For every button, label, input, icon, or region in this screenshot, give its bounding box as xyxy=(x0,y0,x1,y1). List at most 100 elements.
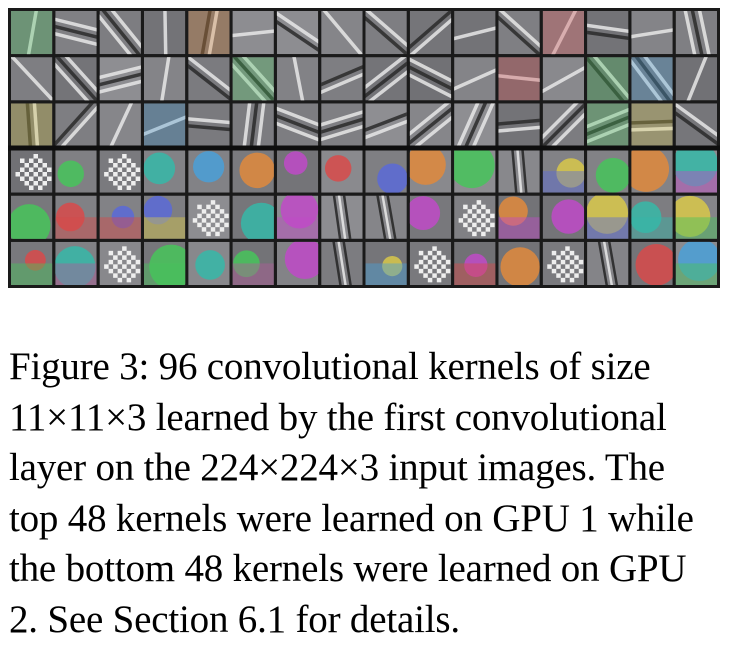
kernel-cell xyxy=(365,11,407,55)
caption-line-3: layer on the 224×224×3 input images. The xyxy=(9,446,665,489)
kernel-cell xyxy=(454,11,496,55)
kernel-cell xyxy=(232,149,274,193)
kernel-cell xyxy=(587,103,629,147)
kernel-cell xyxy=(321,57,363,101)
kernel-cell xyxy=(587,241,629,285)
kernel-cell xyxy=(542,149,585,193)
kernel-cell xyxy=(454,195,496,239)
kernel-cell xyxy=(631,241,673,285)
kernel-cell xyxy=(99,57,141,101)
caption-line-6: 2. See Section 6.1 for details. xyxy=(9,597,460,641)
caption-line-1: Figure 3: 96 convolutional kernels of si… xyxy=(9,345,651,388)
kernel-cell xyxy=(321,103,363,147)
kernel-cell xyxy=(321,241,363,285)
gpu-group-separator xyxy=(8,145,720,151)
kernel-cell xyxy=(587,195,629,239)
kernel-cell xyxy=(232,241,274,285)
kernel-cell xyxy=(631,195,673,239)
kernel-cell xyxy=(55,149,97,193)
kernel-cell xyxy=(55,195,97,239)
kernel-cell xyxy=(276,103,319,147)
kernel-cell xyxy=(365,149,407,193)
kernel-cell xyxy=(55,241,97,285)
kernel-cell xyxy=(188,195,230,239)
kernel-cell xyxy=(675,149,717,193)
kernel-cell xyxy=(276,11,319,55)
kernel-cell xyxy=(321,149,363,193)
kernel-cell xyxy=(276,241,319,285)
kernel-cell xyxy=(143,103,186,147)
kernel-cell xyxy=(232,103,274,147)
kernel-cell xyxy=(542,11,585,55)
kernel-cell xyxy=(143,241,186,285)
kernel-cell xyxy=(99,241,141,285)
kernel-cell xyxy=(188,241,230,285)
kernel-cell xyxy=(365,241,407,285)
kernel-cell xyxy=(232,11,274,55)
kernel-cell xyxy=(11,103,53,147)
kernel-cell xyxy=(143,149,186,193)
kernel-cell xyxy=(11,149,53,193)
kernel-cell xyxy=(365,195,407,239)
kernel-cell xyxy=(454,57,496,101)
kernel-cell xyxy=(11,195,53,239)
kernel-cell xyxy=(188,149,230,193)
kernel-cell xyxy=(498,57,540,101)
kernel-cell xyxy=(409,241,452,285)
kernel-cell xyxy=(11,11,53,55)
kernel-cell xyxy=(675,241,717,285)
kernel-cell xyxy=(55,103,97,147)
kernel-cell xyxy=(188,103,230,147)
kernel-cell xyxy=(542,241,585,285)
kernel-cell xyxy=(498,149,540,193)
caption-line-2: 11×11×3 learned by the first convolution… xyxy=(9,395,667,439)
kernel-cell xyxy=(365,103,407,147)
kernel-cell xyxy=(365,57,407,101)
kernel-cell xyxy=(276,149,319,193)
kernel-cell xyxy=(454,149,496,193)
kernel-cell xyxy=(188,57,230,101)
kernel-cell xyxy=(675,195,717,239)
kernel-cell xyxy=(99,103,141,147)
kernel-figure xyxy=(8,8,720,288)
kernel-cell xyxy=(675,103,717,147)
kernel-cell xyxy=(409,149,452,193)
kernel-cell xyxy=(498,103,540,147)
kernel-cell xyxy=(454,103,496,147)
kernel-cell xyxy=(99,149,141,193)
kernel-cell xyxy=(631,149,673,193)
kernel-cell xyxy=(587,149,629,193)
kernel-cell xyxy=(55,11,97,55)
kernel-cell xyxy=(675,11,717,55)
kernel-cell xyxy=(321,195,363,239)
kernel-cell xyxy=(454,241,496,285)
kernel-cell xyxy=(631,103,673,147)
kernel-cell xyxy=(99,195,141,239)
kernel-cell xyxy=(542,195,585,239)
kernel-cell xyxy=(11,57,53,101)
kernel-cell xyxy=(276,57,319,101)
kernel-cell xyxy=(498,241,540,285)
kernel-cell xyxy=(542,103,585,147)
kernel-cell xyxy=(542,57,585,101)
kernel-cell xyxy=(409,11,452,55)
kernel-cell xyxy=(631,11,673,55)
caption-line-5: the bottom 48 kernels were learned on GP… xyxy=(9,547,687,590)
kernel-cell xyxy=(55,57,97,101)
kernel-cell xyxy=(498,195,540,239)
kernel-cell xyxy=(321,11,363,55)
kernel-cell xyxy=(409,57,452,101)
kernel-cell xyxy=(11,241,53,285)
kernel-cell xyxy=(675,57,717,101)
kernel-cell xyxy=(232,57,274,101)
kernel-cell xyxy=(143,11,186,55)
kernel-cell xyxy=(143,57,186,101)
kernel-grid xyxy=(8,11,720,285)
kernel-cell xyxy=(631,57,673,101)
figure-caption: Figure 3: 96 convolutional kernels of si… xyxy=(9,342,721,645)
kernel-cell xyxy=(232,195,274,239)
caption-line-4: top 48 kernels were learned on GPU 1 whi… xyxy=(9,496,694,540)
kernel-cell xyxy=(99,11,141,55)
kernel-cell xyxy=(276,195,319,239)
kernel-cell xyxy=(409,195,452,239)
